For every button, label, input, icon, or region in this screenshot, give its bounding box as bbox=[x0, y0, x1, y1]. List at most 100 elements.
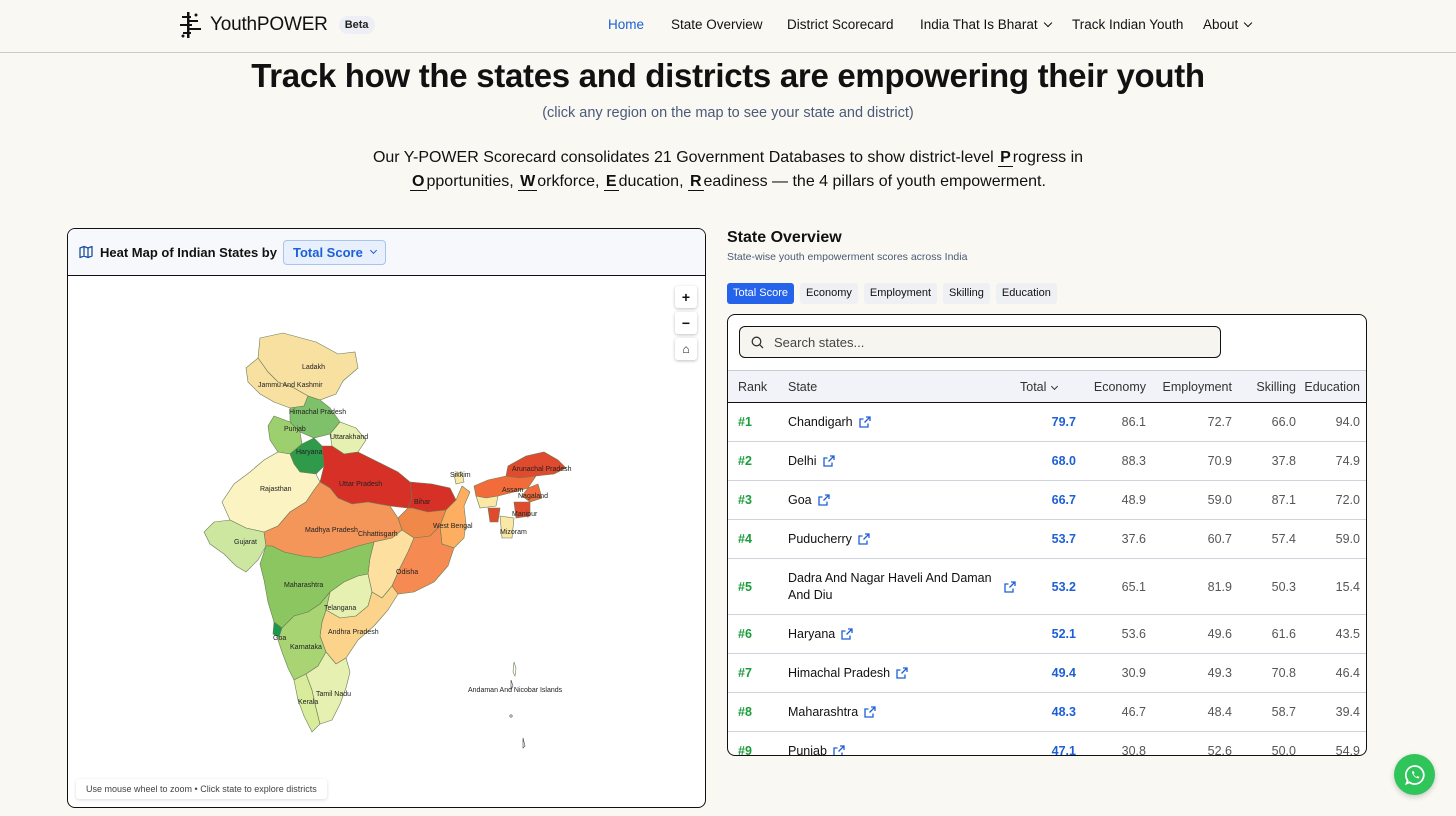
state-name[interactable]: Haryana bbox=[788, 626, 836, 641]
external-link-icon[interactable] bbox=[817, 494, 830, 506]
col-employment[interactable]: Employment bbox=[1162, 379, 1232, 394]
state-name[interactable]: Punjab bbox=[788, 743, 827, 756]
external-link-icon[interactable] bbox=[858, 533, 870, 545]
skilling-cell: 70.8 bbox=[1271, 666, 1296, 680]
metric-select[interactable]: Total Score bbox=[282, 239, 386, 265]
employment-cell: 60.7 bbox=[1207, 532, 1232, 546]
col-rank[interactable]: Rank bbox=[738, 379, 768, 394]
table-row[interactable]: #9 Punjab 47.1 30.8 52.6 50.0 54.9 bbox=[728, 732, 1366, 756]
state-name[interactable]: Maharashtra bbox=[788, 704, 859, 719]
region-tripura[interactable] bbox=[487, 507, 501, 523]
metric-select-value: Total Score bbox=[292, 244, 363, 260]
tab-skilling[interactable]: Skilling bbox=[943, 283, 990, 304]
zoom-in-button[interactable]: + bbox=[675, 286, 697, 308]
total-cell: 48.3 bbox=[1051, 705, 1076, 719]
external-link-icon[interactable] bbox=[858, 416, 871, 428]
map-label: Andaman And Nicobar Islands bbox=[468, 687, 563, 694]
skilling-cell: 66.0 bbox=[1271, 415, 1296, 429]
search-states-input[interactable] bbox=[774, 327, 1214, 357]
skilling-cell: 37.8 bbox=[1271, 454, 1296, 468]
map-label: Ladakh bbox=[302, 364, 325, 371]
economy-cell: 37.6 bbox=[1121, 532, 1146, 546]
hero-title: Track how the states and districts are e… bbox=[251, 57, 1205, 94]
state-name[interactable]: Chandigarh bbox=[788, 414, 853, 429]
desc-text: ducation, bbox=[618, 173, 688, 190]
external-link-icon[interactable] bbox=[841, 628, 853, 640]
col-total[interactable]: Total bbox=[1020, 371, 1076, 403]
table-row[interactable]: #3 Goa 66.7 48.9 59.0 87.1 72.0 bbox=[728, 481, 1366, 520]
skilling-cell: 58.7 bbox=[1271, 705, 1296, 719]
col-state[interactable]: State bbox=[788, 379, 818, 394]
region-manipur[interactable] bbox=[513, 501, 531, 519]
economy-cell: 30.9 bbox=[1121, 666, 1146, 680]
employment-cell: 49.6 bbox=[1207, 627, 1232, 641]
brand-logo[interactable]: YouthPOWER Beta bbox=[180, 12, 375, 38]
region-meghalaya[interactable] bbox=[475, 495, 499, 509]
region-mizoram[interactable] bbox=[499, 515, 515, 539]
chevron-down-icon bbox=[1244, 18, 1253, 28]
skilling-cell: 50.0 bbox=[1271, 744, 1296, 756]
state-name[interactable]: Delhi bbox=[788, 453, 817, 468]
zoom-out-button[interactable]: − bbox=[675, 312, 697, 334]
region-arunachal-pradesh[interactable] bbox=[505, 451, 567, 479]
nav-track-indian-youth[interactable]: Track Indian Youth bbox=[1072, 17, 1184, 32]
state-name[interactable]: Dadra And Nagar Haveli And Daman And Diu bbox=[788, 570, 992, 602]
education-cell: 39.4 bbox=[1335, 705, 1360, 719]
external-link-icon[interactable] bbox=[822, 455, 835, 467]
region-karnataka[interactable] bbox=[277, 591, 331, 681]
nav-india-that-is-bharat[interactable]: India That Is Bharat bbox=[920, 17, 1052, 32]
state-cell: Haryana bbox=[788, 615, 1020, 654]
map-label: Maharashtra bbox=[284, 582, 323, 589]
search-icon bbox=[751, 336, 764, 349]
nav-state-overview[interactable]: State Overview bbox=[671, 17, 763, 32]
table-row[interactable]: #6 Haryana 52.1 53.6 49.6 61.6 43.5 bbox=[728, 615, 1366, 654]
map-label: Himachal Pradesh bbox=[289, 409, 346, 416]
region-nagaland[interactable] bbox=[521, 483, 543, 503]
rank-cell: #5 bbox=[738, 579, 752, 594]
youthpower-logo-icon bbox=[180, 12, 201, 38]
col-skilling[interactable]: Skilling bbox=[1256, 379, 1296, 394]
region-odisha[interactable] bbox=[391, 525, 455, 595]
tab-total-score[interactable]: Total Score bbox=[727, 283, 795, 304]
table-row[interactable]: #7 Himachal Pradesh 49.4 30.9 49.3 70.8 46.4 bbox=[728, 654, 1366, 693]
rank-cell: #9 bbox=[738, 744, 752, 756]
tab-economy[interactable]: Economy bbox=[800, 283, 858, 304]
region-sikkim[interactable] bbox=[453, 471, 465, 485]
state-cell: Himachal Pradesh bbox=[788, 654, 1020, 693]
hero-subtitle: (click any region on the map to see your… bbox=[542, 105, 914, 121]
col-economy[interactable]: Economy bbox=[1093, 379, 1146, 394]
state-name[interactable]: Himachal Pradesh bbox=[788, 665, 891, 680]
state-name[interactable]: Puducherry bbox=[788, 531, 852, 546]
pillar-letter-w: W bbox=[518, 173, 538, 191]
map-label: Goa bbox=[273, 635, 286, 642]
pillar-letter-e: E bbox=[603, 173, 619, 191]
nav-home[interactable]: Home bbox=[608, 17, 645, 32]
region-andaman-nicobar[interactable] bbox=[512, 661, 517, 678]
rank-cell: #6 bbox=[738, 627, 752, 641]
col-education[interactable]: Education bbox=[1304, 379, 1360, 394]
tab-employment[interactable]: Employment bbox=[863, 283, 938, 304]
heat-map-label: Heat Map of Indian States by bbox=[100, 244, 277, 260]
tab-education[interactable]: Education bbox=[995, 283, 1057, 304]
nav-district-scorecard[interactable]: District Scorecard bbox=[787, 17, 894, 32]
external-link-icon[interactable] bbox=[833, 745, 845, 756]
state-name[interactable]: Goa bbox=[788, 492, 812, 507]
map-canvas[interactable]: + − ⌂ bbox=[68, 276, 705, 807]
region-tamil-nadu[interactable] bbox=[305, 651, 351, 725]
map-label: Tamil Nadu bbox=[316, 691, 351, 698]
external-link-icon[interactable] bbox=[864, 706, 876, 718]
table-row[interactable]: #2 Delhi 68.0 88.3 70.9 37.8 74.9 bbox=[728, 442, 1366, 481]
map-hint: Use mouse wheel to zoom • Click state to… bbox=[76, 779, 327, 799]
nav-about[interactable]: About bbox=[1203, 17, 1253, 32]
region-gujarat[interactable] bbox=[203, 519, 267, 573]
economy-cell: 88.3 bbox=[1121, 454, 1146, 468]
table-row[interactable]: #4 Puducherry 53.7 37.6 60.7 57.4 59.0 bbox=[728, 520, 1366, 559]
table-row[interactable]: #5 Dadra And Nagar Haveli And Daman And D… bbox=[728, 559, 1366, 615]
whatsapp-button[interactable] bbox=[1394, 754, 1435, 795]
external-link-icon[interactable] bbox=[896, 667, 908, 679]
map-label: Haryana bbox=[296, 449, 323, 456]
external-link-icon[interactable] bbox=[1004, 580, 1016, 593]
table-row[interactable]: #8 Maharashtra 48.3 46.7 48.4 58.7 39.4 bbox=[728, 693, 1366, 732]
table-row[interactable]: #1 Chandigarh 79.7 86.1 72.7 66.0 94.0 bbox=[728, 403, 1366, 442]
reset-view-button[interactable]: ⌂ bbox=[675, 338, 697, 360]
